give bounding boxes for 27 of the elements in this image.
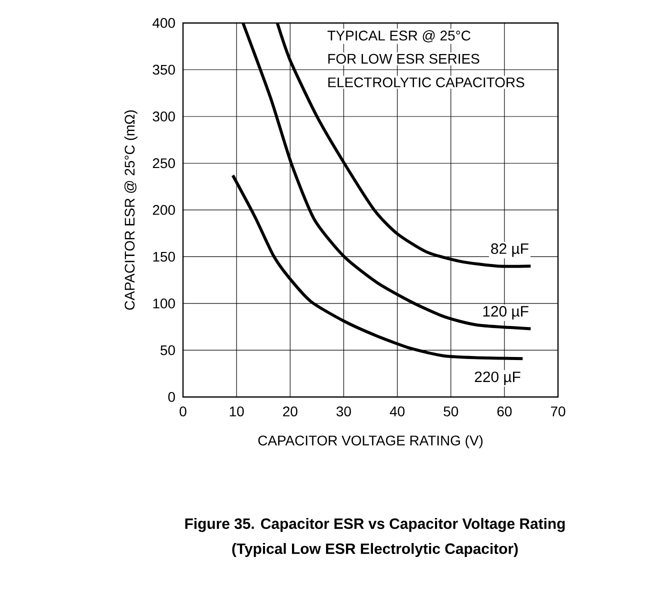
text: Figure 35. Capacitor ESR vs Capacitor Voltage Rating: [185, 518, 565, 532]
annotation: ELECTROLYTIC CAPACITORS: [328, 77, 524, 88]
y-tick-label: 100: [153, 298, 175, 308]
x-tick-label: 50: [444, 406, 458, 416]
y-axis-title: CAPACITOR ESR @ 25°C (mΩ): [124, 110, 138, 310]
x-tick-label: 10: [230, 406, 244, 416]
text: (Typical Low ESR Electrolytic Capacitor): [232, 543, 518, 557]
series-label: 82 µF: [491, 243, 528, 257]
x-axis-title: CAPACITOR VOLTAGE RATING (V): [258, 435, 483, 448]
y-tick-label: 250: [152, 158, 175, 168]
y-tick-label: 150: [153, 252, 175, 262]
y-tick-label: 0: [168, 392, 175, 402]
x-tick-label: 20: [283, 406, 298, 416]
x-tick-label: 60: [497, 406, 512, 416]
series-label: 120 µF: [483, 306, 528, 320]
x-tick-label: 0: [180, 406, 186, 416]
y-tick-label: 350: [152, 64, 175, 75]
x-tick-label: 40: [390, 406, 405, 416]
y-tick-label: 300: [152, 112, 175, 122]
y-tick-label: 50: [160, 345, 175, 356]
y-tick-label: 200: [152, 205, 175, 215]
annotation: TYPICAL ESR @ 25°C: [328, 30, 470, 42]
annotation: FOR LOW ESR SERIES: [328, 54, 480, 64]
x-tick-label: 30: [336, 406, 351, 416]
series-label: 220 µF: [474, 372, 520, 386]
x-tick-label: 70: [550, 406, 566, 416]
y-tick-label: 400: [152, 18, 175, 28]
